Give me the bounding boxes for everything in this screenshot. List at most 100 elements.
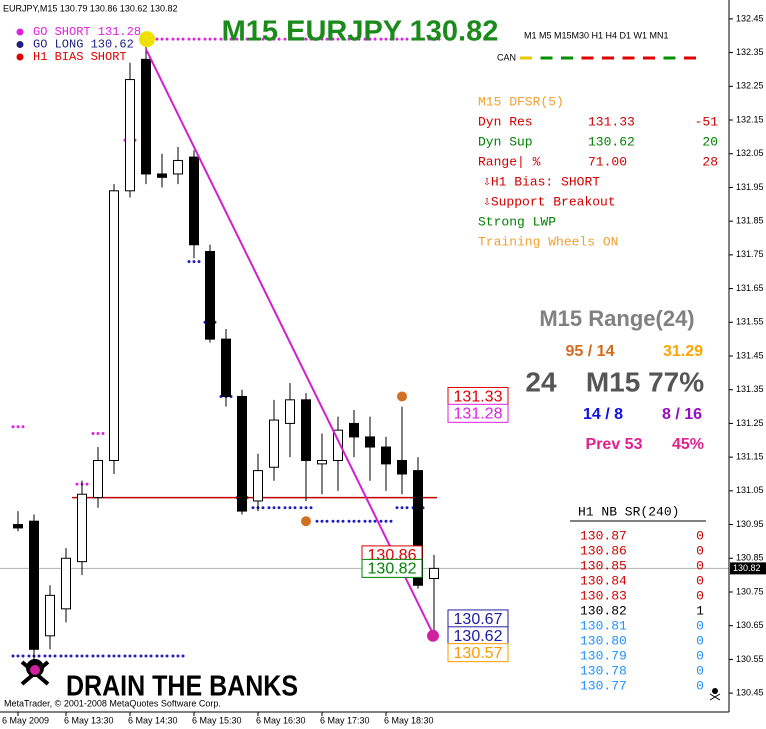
level-dot: [325, 37, 329, 41]
level-dot: [224, 37, 228, 41]
price-label: 131.28: [454, 406, 503, 423]
level-dot: [197, 260, 201, 264]
x-tick-label: 6 May 16:30: [256, 715, 306, 725]
y-tick-label: 132.05: [736, 148, 764, 158]
level-dot: [123, 654, 127, 658]
sr-price: 130.87: [580, 528, 627, 543]
level-dot: [192, 260, 196, 264]
price-label: 130.62: [454, 628, 503, 645]
sr-count: 0: [696, 678, 704, 693]
level-dot: [288, 506, 292, 510]
level-dot: [21, 654, 25, 658]
level-dot: [336, 37, 340, 41]
level-dot: [197, 37, 201, 41]
marker: [397, 391, 407, 402]
dfsr-note: ⇩Support Breakout: [483, 194, 616, 209]
sr-count: 0: [696, 663, 704, 678]
x-tick-label: 6 May 18:30: [384, 715, 434, 725]
level-dot: [277, 37, 281, 41]
x-tick-label: 6 May 14:30: [128, 715, 178, 725]
candle-body: [333, 429, 343, 462]
level-dot: [400, 506, 404, 510]
sr-count: 0: [696, 618, 704, 633]
sr-count: 0: [696, 543, 704, 558]
level-dot: [219, 37, 223, 41]
candle-body: [77, 493, 87, 563]
y-tick-label: 130.95: [736, 519, 764, 529]
level-dot: [256, 37, 260, 41]
price-label: 130.82: [368, 561, 417, 578]
dfsr-value: 71.00: [588, 154, 627, 169]
level-dot: [43, 654, 47, 658]
can-label: CAN: [497, 52, 516, 62]
candle-body: [93, 460, 103, 499]
level-dot: [363, 37, 367, 41]
brand: DRAIN THE BANKS: [66, 671, 298, 703]
level-dot: [101, 654, 105, 658]
level-dot: [155, 37, 159, 41]
level-dot: [107, 654, 111, 658]
level-dot: [341, 519, 345, 523]
price-label-box: [361, 558, 423, 578]
level-dot: [352, 519, 356, 523]
y-tick-label: 130.85: [736, 553, 764, 563]
level-dot: [309, 506, 313, 510]
range-h: 45%: [672, 436, 704, 453]
level-dot: [117, 654, 121, 658]
level-dot: [315, 519, 319, 523]
sr-price: 130.80: [580, 633, 627, 648]
candle-body: [317, 460, 327, 465]
sr-price: 130.84: [580, 573, 627, 588]
level-dot: [96, 654, 100, 658]
level-dot: [357, 37, 361, 41]
level-dot: [21, 425, 25, 429]
level-dot: [85, 482, 89, 486]
level-dot: [341, 37, 345, 41]
level-dot: [27, 654, 31, 658]
dfsr-value: 130.62: [588, 134, 635, 149]
level-dot: [187, 37, 191, 41]
price-label-box: [447, 403, 509, 423]
level-dot: [176, 37, 180, 41]
level-dot: [352, 37, 356, 41]
level-dot: [75, 482, 79, 486]
level-dot: [437, 37, 441, 41]
level-dot: [405, 506, 409, 510]
timeframes: M1 M5 M15M30 H1 H4 D1 W1 MN1: [524, 30, 669, 40]
candle-body: [189, 156, 199, 246]
level-dot: [368, 519, 372, 523]
x-tick-label: 6 May 17:30: [320, 715, 370, 725]
level-dot: [389, 37, 393, 41]
level-dot: [48, 654, 52, 658]
level-dot: [373, 519, 377, 523]
level-dot: [395, 37, 399, 41]
level-dot: [181, 37, 185, 41]
range-e: 14 / 8: [583, 406, 623, 423]
level-dot: [357, 519, 361, 523]
dfsr-count: 20: [702, 134, 718, 149]
level-dot: [91, 432, 95, 436]
level-dot: [11, 654, 15, 658]
candle-body: [13, 524, 23, 529]
y-tick-label: 130.75: [736, 586, 764, 596]
level-dot: [149, 654, 153, 658]
level-dot: [368, 37, 372, 41]
level-dot: [101, 432, 105, 436]
candle-body: [237, 395, 247, 512]
level-dot: [139, 654, 143, 658]
level-dot: [267, 506, 271, 510]
level-dot: [37, 654, 41, 658]
level-dot: [411, 37, 415, 41]
level-dot: [373, 37, 377, 41]
candle-body: [349, 422, 359, 438]
candle-body: [269, 419, 279, 468]
y-tick-label: 131.35: [736, 384, 764, 394]
dfsr-count: 28: [702, 154, 718, 169]
y-tick-label: 131.75: [736, 249, 764, 259]
signal-text: H1 BIAS SHORT: [33, 50, 127, 64]
level-dot: [400, 37, 404, 41]
level-dot: [75, 654, 79, 658]
sr-price: 130.77: [580, 678, 627, 693]
signal-dot: [16, 28, 24, 36]
